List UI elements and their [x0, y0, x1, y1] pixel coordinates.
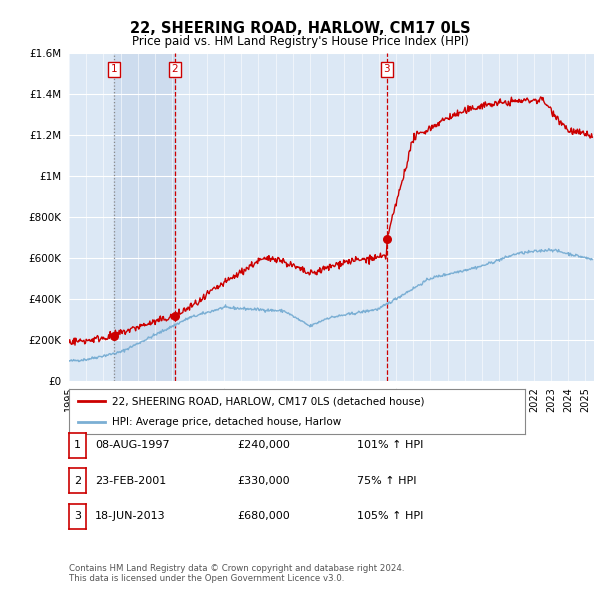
Text: 08-AUG-1997: 08-AUG-1997 — [95, 441, 169, 450]
Bar — [114, 53, 175, 381]
Text: 18-JUN-2013: 18-JUN-2013 — [95, 512, 166, 521]
Text: 23-FEB-2001: 23-FEB-2001 — [95, 476, 166, 486]
Text: 2: 2 — [74, 476, 81, 486]
Text: £240,000: £240,000 — [237, 441, 290, 450]
Point — [109, 331, 119, 340]
Text: 1: 1 — [110, 64, 117, 74]
Point — [382, 235, 392, 244]
Text: 2: 2 — [172, 64, 178, 74]
Text: 22, SHEERING ROAD, HARLOW, CM17 0LS (detached house): 22, SHEERING ROAD, HARLOW, CM17 0LS (det… — [112, 396, 425, 407]
Text: £330,000: £330,000 — [237, 476, 290, 486]
Text: Price paid vs. HM Land Registry's House Price Index (HPI): Price paid vs. HM Land Registry's House … — [131, 35, 469, 48]
Text: 1: 1 — [74, 441, 81, 450]
Text: £680,000: £680,000 — [237, 512, 290, 521]
Text: 75% ↑ HPI: 75% ↑ HPI — [357, 476, 416, 486]
Text: 3: 3 — [383, 64, 390, 74]
Text: 22, SHEERING ROAD, HARLOW, CM17 0LS: 22, SHEERING ROAD, HARLOW, CM17 0LS — [130, 21, 470, 35]
Point — [170, 312, 179, 321]
Text: 101% ↑ HPI: 101% ↑ HPI — [357, 441, 424, 450]
Text: 105% ↑ HPI: 105% ↑ HPI — [357, 512, 424, 521]
Text: 3: 3 — [74, 512, 81, 521]
Text: HPI: Average price, detached house, Harlow: HPI: Average price, detached house, Harl… — [112, 417, 341, 427]
Text: Contains HM Land Registry data © Crown copyright and database right 2024.
This d: Contains HM Land Registry data © Crown c… — [69, 563, 404, 583]
